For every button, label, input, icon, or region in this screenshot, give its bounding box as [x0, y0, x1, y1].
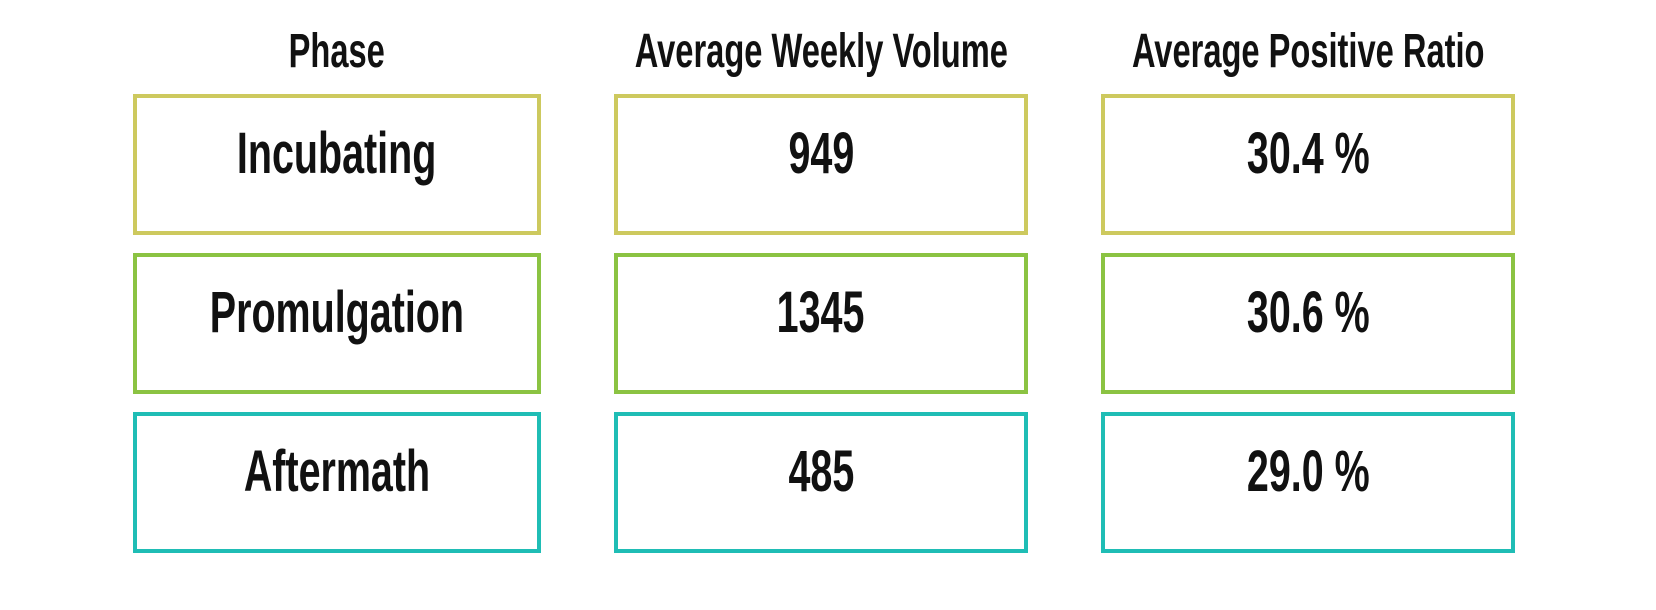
- cell-volume-row1: 949: [614, 94, 1028, 235]
- column-header-phase-label: Phase: [288, 25, 386, 78]
- column-header-phase: Phase: [133, 0, 541, 76]
- summary-table-grid: Phase Average Weekly Volume Average Posi…: [133, 0, 1515, 553]
- ratio-value-row3: 29.0 %: [1246, 438, 1370, 504]
- cell-ratio-row3: 29.0 %: [1101, 412, 1515, 553]
- cell-ratio-row2: 30.6 %: [1101, 253, 1515, 394]
- volume-value-row2: 1345: [777, 279, 865, 345]
- phase-label-row1: Incubating: [237, 120, 437, 186]
- phase-label-row3: Aftermath: [243, 438, 431, 504]
- column-header-average-positive-ratio: Average Positive Ratio: [1101, 0, 1515, 76]
- phase-label-row2: Promulgation: [209, 279, 465, 345]
- cell-phase-row1: Incubating: [133, 94, 541, 235]
- column-header-average-weekly-volume-label: Average Weekly Volume: [634, 25, 1008, 78]
- ratio-value-row2: 30.6 %: [1246, 279, 1370, 345]
- cell-volume-row3: 485: [614, 412, 1028, 553]
- column-header-average-weekly-volume: Average Weekly Volume: [614, 0, 1028, 76]
- cell-phase-row3: Aftermath: [133, 412, 541, 553]
- volume-value-row1: 949: [788, 120, 854, 186]
- cell-ratio-row1: 30.4 %: [1101, 94, 1515, 235]
- cell-volume-row2: 1345: [614, 253, 1028, 394]
- column-header-average-positive-ratio-label: Average Positive Ratio: [1131, 25, 1485, 78]
- volume-value-row3: 485: [788, 438, 854, 504]
- ratio-value-row1: 30.4 %: [1246, 120, 1370, 186]
- cell-phase-row2: Promulgation: [133, 253, 541, 394]
